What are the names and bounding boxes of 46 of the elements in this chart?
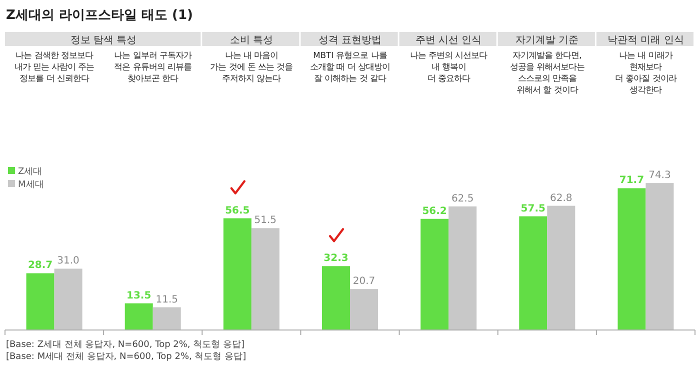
bar [547, 206, 576, 330]
text: 소비 특성 [230, 35, 274, 46]
bar [124, 303, 153, 330]
data-label: 28.7 [28, 260, 53, 272]
bar [448, 206, 477, 330]
x-tick-label: 나는 검색한 정보보다 내가 믿는 사람이 주는 정보를 더 신뢰한다 [14, 50, 94, 83]
data-label: 62.8 [550, 192, 572, 204]
legend-label: M세대 [18, 180, 44, 190]
bar [519, 216, 548, 330]
text: 낙관적 미래 인식 [608, 35, 684, 46]
data-label: 56.5 [225, 205, 250, 216]
legend-label: Z세대 [18, 167, 42, 177]
data-label: 62.5 [451, 193, 474, 204]
data-label: 32.3 [324, 253, 348, 264]
data-label: 13.5 [126, 290, 152, 302]
x-tick-label: 나는 내 미래가 현재보다 더 좋아질 것이라 생각한다 [615, 50, 676, 94]
text: 주변 시선 인식 [415, 35, 482, 46]
bar [350, 289, 378, 330]
text: 정보 탐색 특성 [70, 35, 137, 46]
text: 자기계발 기준 [516, 35, 579, 46]
bar [152, 307, 181, 330]
chart-title: Z세대의 라이프스타일 태도 (1) [6, 8, 193, 23]
x-tick-label: MBTI 유형으로 나를 소개할 때 더 상대방이 잘 이해하는 것 같다 [310, 50, 390, 83]
bar [618, 188, 646, 330]
data-label: 56.2 [422, 206, 447, 217]
bar [223, 218, 252, 330]
data-label: 11.5 [156, 294, 178, 306]
data-label: 31.0 [57, 256, 80, 267]
data-label: 20.7 [352, 276, 376, 288]
text: [Base: M세대 전체 응답자, N=600, Top 2%, 척도형 응답] [6, 352, 246, 362]
data-label: 57.5 [520, 203, 546, 214]
bar [322, 266, 350, 330]
bar [420, 218, 449, 330]
x-tick-label: 나는 내 마음이 가는 것에 돈 쓰는 것을 주저하지 않는다 [210, 50, 293, 83]
bar [54, 268, 82, 330]
text: 성격 표현방법 [318, 35, 382, 46]
data-label: 51.5 [254, 215, 277, 226]
x-tick-label: 나는 일부러 구독자가 적은 유튜버의 리뷰를 찾아보곤 한다 [114, 50, 192, 83]
data-label: 71.7 [619, 175, 644, 186]
bar [26, 273, 54, 330]
bar [251, 228, 280, 330]
bar [646, 183, 674, 330]
text: [Base: Z세대 전체 응답자, N=600, Top 2%, 척도형 응답] [6, 340, 245, 350]
x-tick-label: 나는 주변의 시선보다 내 행복이 더 중요하다 [410, 50, 488, 83]
x-tick-label: 자기계발을 한다면, 성공을 위해서보다는 스스로의 만족을 위해서 할 것이다 [510, 50, 584, 94]
data-label: 74.3 [648, 170, 671, 182]
